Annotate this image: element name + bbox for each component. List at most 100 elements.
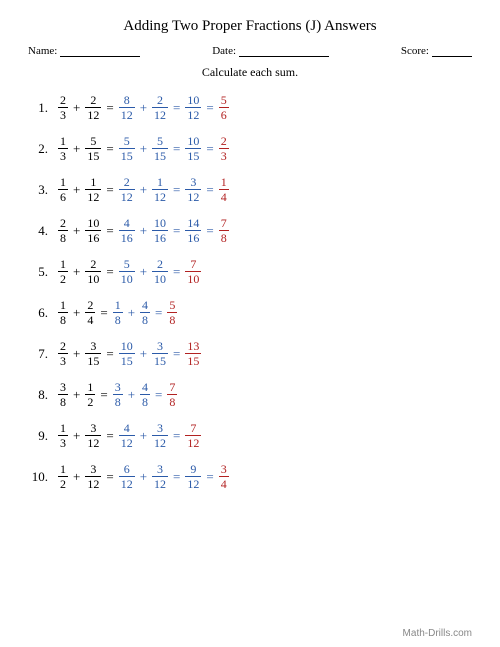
fraction: 34 — [219, 463, 229, 490]
plus-op: + — [73, 182, 80, 198]
fraction: 1016 — [85, 217, 101, 244]
fraction: 12 — [58, 258, 68, 285]
plus-op: + — [73, 469, 80, 485]
problem-number: 10. — [28, 469, 48, 485]
fraction: 212 — [119, 176, 135, 203]
equals: = — [100, 305, 107, 321]
problem-row: 1. 23 + 212 = 812 + 212 = 1012 = 56 — [28, 94, 472, 121]
problem-number: 4. — [28, 223, 48, 239]
equals: = — [155, 305, 162, 321]
problem-row: 3. 16 + 112 = 212 + 112 = 312 = 14 — [28, 176, 472, 203]
fraction: 210 — [85, 258, 101, 285]
fraction: 1012 — [185, 94, 201, 121]
plus-op: + — [73, 305, 80, 321]
fraction: 312 — [152, 463, 168, 490]
equals: = — [206, 100, 213, 116]
name-underline — [60, 46, 140, 57]
fraction: 210 — [152, 258, 168, 285]
equals: = — [173, 264, 180, 280]
plus-op: + — [128, 305, 135, 321]
equals: = — [206, 469, 213, 485]
plus-op: + — [73, 141, 80, 157]
plus-op: + — [73, 100, 80, 116]
equals: = — [173, 182, 180, 198]
plus-op: + — [73, 223, 80, 239]
footer-text: Math-Drills.com — [403, 628, 472, 639]
fraction: 12 — [85, 381, 95, 408]
date-field: Date: — [212, 45, 329, 57]
equals: = — [106, 223, 113, 239]
fraction: 315 — [85, 340, 101, 367]
equals: = — [106, 428, 113, 444]
page-title: Adding Two Proper Fractions (J) Answers — [28, 18, 472, 35]
problem-number: 9. — [28, 428, 48, 444]
fraction: 1315 — [185, 340, 201, 367]
fraction: 48 — [140, 299, 150, 326]
fraction: 1015 — [185, 135, 201, 162]
equals: = — [106, 469, 113, 485]
plus-op: + — [73, 387, 80, 403]
fraction: 78 — [167, 381, 177, 408]
fraction: 13 — [58, 135, 68, 162]
fraction: 56 — [219, 94, 229, 121]
plus-op: + — [140, 141, 147, 157]
fraction: 1015 — [119, 340, 135, 367]
fraction: 212 — [85, 94, 101, 121]
equals: = — [206, 223, 213, 239]
plus-op: + — [140, 100, 147, 116]
problem-row: 2. 13 + 515 = 515 + 515 = 1015 = 23 — [28, 135, 472, 162]
plus-op: + — [73, 346, 80, 362]
plus-op: + — [73, 264, 80, 280]
problem-number: 3. — [28, 182, 48, 198]
plus-op: + — [140, 469, 147, 485]
equals: = — [173, 428, 180, 444]
date-label: Date: — [212, 45, 236, 57]
fraction: 315 — [152, 340, 168, 367]
problem-number: 8. — [28, 387, 48, 403]
fraction: 1416 — [185, 217, 201, 244]
fraction: 312 — [152, 422, 168, 449]
problem-row: 10. 12 + 312 = 612 + 312 = 912 = 34 — [28, 463, 472, 490]
fraction: 13 — [58, 422, 68, 449]
equals: = — [106, 264, 113, 280]
problem-row: 7. 23 + 315 = 1015 + 315 = 1315 — [28, 340, 472, 367]
problem-row: 4. 28 + 1016 = 416 + 1016 = 1416 = 78 — [28, 217, 472, 244]
plus-op: + — [140, 346, 147, 362]
fraction: 710 — [185, 258, 201, 285]
equals: = — [206, 182, 213, 198]
fraction: 510 — [119, 258, 135, 285]
equals: = — [173, 100, 180, 116]
fraction: 416 — [119, 217, 135, 244]
equals: = — [100, 387, 107, 403]
plus-op: + — [140, 264, 147, 280]
instruction-text: Calculate each sum. — [28, 65, 472, 80]
fraction: 23 — [58, 94, 68, 121]
fraction: 16 — [58, 176, 68, 203]
fraction: 1016 — [152, 217, 168, 244]
score-field: Score: — [401, 45, 472, 57]
equals: = — [173, 346, 180, 362]
equals: = — [155, 387, 162, 403]
equals: = — [173, 223, 180, 239]
equals: = — [106, 182, 113, 198]
fraction: 14 — [219, 176, 229, 203]
fraction: 18 — [58, 299, 68, 326]
date-underline — [239, 46, 329, 57]
name-label: Name: — [28, 45, 57, 57]
fraction: 18 — [113, 299, 123, 326]
fraction: 112 — [152, 176, 168, 203]
fraction: 78 — [219, 217, 229, 244]
fraction: 24 — [85, 299, 95, 326]
fraction: 912 — [185, 463, 201, 490]
fraction: 312 — [85, 422, 101, 449]
fraction: 712 — [185, 422, 201, 449]
problem-number: 1. — [28, 100, 48, 116]
fraction: 38 — [58, 381, 68, 408]
fraction: 515 — [152, 135, 168, 162]
equals: = — [106, 100, 113, 116]
equals: = — [106, 346, 113, 362]
fraction: 28 — [58, 217, 68, 244]
fraction: 48 — [140, 381, 150, 408]
equals: = — [206, 141, 213, 157]
plus-op: + — [140, 182, 147, 198]
